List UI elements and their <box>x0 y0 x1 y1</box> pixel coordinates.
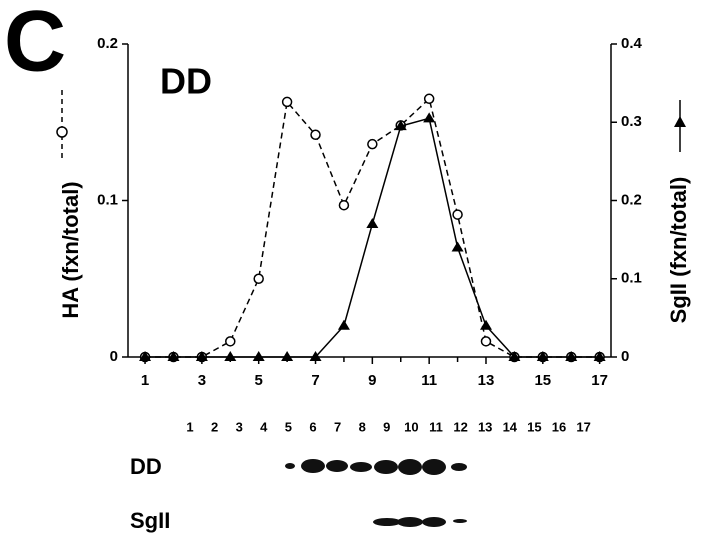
y-tick-label: 0.2 <box>97 35 118 52</box>
y2-tick-label: 0.4 <box>621 35 643 52</box>
x-tick-label: 3 <box>198 372 206 389</box>
point <box>452 241 464 251</box>
lane-number: 11 <box>429 419 443 434</box>
legend-key-marker <box>57 127 67 137</box>
series-line <box>145 118 600 357</box>
lane-number: 14 <box>503 419 518 434</box>
x-tick-label: 17 <box>591 372 608 389</box>
y2-tick-label: 0.3 <box>621 113 642 130</box>
lane-number: 12 <box>453 419 467 434</box>
lane-number: 5 <box>285 419 292 434</box>
lane-number: 2 <box>211 419 218 434</box>
point <box>425 94 434 103</box>
lane-number: 7 <box>334 419 341 434</box>
x-tick-label: 5 <box>255 372 263 389</box>
figure: C DD HA (fxn/total) SgII (fxn/total) 0 0.… <box>0 0 704 544</box>
point <box>224 351 236 361</box>
point <box>481 337 490 346</box>
point <box>281 351 293 361</box>
x-tick-label: 9 <box>368 372 376 389</box>
legend-key-marker <box>674 116 686 127</box>
annotation: DD <box>160 61 212 102</box>
point <box>226 337 235 346</box>
point <box>253 351 265 361</box>
lane-number: 6 <box>309 419 316 434</box>
point <box>338 320 350 330</box>
gel-bands <box>285 459 467 527</box>
lane-number: 9 <box>383 419 390 434</box>
gel-row-label: DD <box>130 454 162 479</box>
lane-number: 15 <box>527 419 541 434</box>
y2-axis-label: SgII (fxn/total) <box>666 177 691 324</box>
y2-tick-label: 0.2 <box>621 191 642 208</box>
x-tick-label: 15 <box>534 372 551 389</box>
panel-label: C <box>4 0 66 90</box>
y-tick-label: 0 <box>110 348 118 365</box>
lane-number: 13 <box>478 419 492 434</box>
gel-row-label: SgII <box>130 508 170 533</box>
x-tick-label: 1 <box>141 372 149 389</box>
point <box>453 210 462 219</box>
lane-number: 3 <box>236 419 243 434</box>
lane-number: 1 <box>186 419 193 434</box>
point <box>368 140 377 149</box>
lane-number: 10 <box>404 419 418 434</box>
lane-number: 17 <box>576 419 590 434</box>
lane-number: 8 <box>359 419 366 434</box>
point <box>366 218 378 228</box>
point <box>283 97 292 106</box>
x-tick-label: 13 <box>478 372 495 389</box>
y-axis-label: HA (fxn/total) <box>58 181 83 318</box>
y2-tick-label: 0 <box>621 348 629 365</box>
point <box>254 274 263 283</box>
point <box>311 130 320 139</box>
page: C DD HA (fxn/total) SgII (fxn/total) 0 0.… <box>0 0 704 544</box>
y2-tick-label: 0.1 <box>621 270 642 287</box>
point <box>339 201 348 210</box>
x-tick-label: 11 <box>421 372 437 389</box>
lane-number: 4 <box>260 419 268 434</box>
lane-number: 16 <box>552 419 566 434</box>
x-tick-label: 7 <box>311 372 319 389</box>
y-tick-label: 0.1 <box>97 191 118 208</box>
